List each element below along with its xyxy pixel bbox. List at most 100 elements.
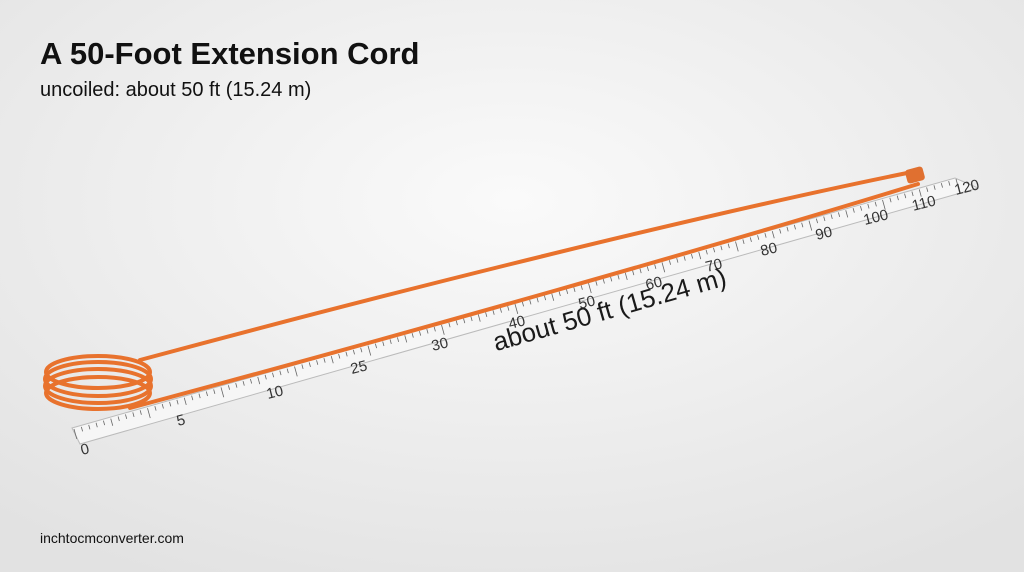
ruler-tick bbox=[374, 343, 377, 349]
ruler-tick bbox=[558, 291, 561, 297]
ruler-tick bbox=[764, 233, 767, 238]
ruler-tick bbox=[205, 391, 208, 397]
ruler-tick bbox=[830, 214, 833, 220]
ruler-tick bbox=[169, 401, 172, 407]
ruler-tick bbox=[661, 262, 666, 273]
ruler-tick bbox=[882, 199, 886, 210]
ruler-tick bbox=[779, 228, 782, 234]
ruler-tick bbox=[433, 326, 436, 332]
ruler-tick bbox=[838, 212, 841, 217]
ruler-tick bbox=[110, 418, 114, 426]
ruler-tick bbox=[713, 247, 716, 253]
ruler-tick bbox=[161, 403, 164, 409]
ruler-tick bbox=[867, 203, 870, 209]
ruler-tick bbox=[382, 341, 385, 347]
ruler-tick bbox=[580, 285, 583, 290]
ruler-tick bbox=[301, 364, 304, 370]
ruler-tick bbox=[389, 339, 392, 345]
ruler-tick bbox=[242, 380, 245, 386]
ruler-tick bbox=[183, 397, 187, 406]
ruler-tick bbox=[485, 312, 488, 317]
ruler-tick bbox=[896, 195, 899, 201]
ruler-tick bbox=[455, 320, 458, 326]
ruler-tick bbox=[676, 258, 679, 263]
ruler-tick bbox=[250, 378, 253, 384]
ruler-tick bbox=[316, 360, 319, 365]
ruler-tick bbox=[933, 185, 936, 190]
ruler-tick bbox=[573, 287, 576, 292]
extension-cord bbox=[43, 170, 920, 411]
ruler-tick bbox=[176, 399, 179, 405]
ruler-tick bbox=[595, 280, 598, 286]
ruler-tick bbox=[80, 426, 83, 432]
ruler-tick bbox=[860, 205, 863, 211]
ruler-tick bbox=[823, 216, 826, 222]
ruler-tick bbox=[646, 266, 649, 272]
ruler-tick bbox=[529, 299, 532, 305]
ruler-label: 25 bbox=[349, 357, 369, 378]
ruler-tick bbox=[308, 362, 311, 367]
ruler-tick bbox=[668, 260, 671, 265]
ruler-tick bbox=[904, 193, 907, 199]
ruler-tick bbox=[419, 330, 422, 336]
ruler-label: 60 bbox=[644, 273, 664, 294]
ruler-tick bbox=[727, 243, 730, 249]
ruler-tick bbox=[617, 274, 620, 280]
ruler-tick bbox=[132, 412, 135, 417]
ruler-tick bbox=[73, 428, 78, 440]
ruler-tick bbox=[815, 218, 818, 224]
ruler-label: 30 bbox=[430, 334, 450, 355]
ruler-tick bbox=[683, 255, 686, 261]
ruler-labels: 0 5 10 25 30 40 50 60 70 80 90 100 110 120 bbox=[79, 176, 981, 459]
ruler-tick bbox=[227, 385, 230, 390]
ruler-tick bbox=[492, 310, 495, 315]
ruler-tick bbox=[470, 316, 473, 322]
ruler-tick bbox=[220, 387, 225, 398]
ruler-tick bbox=[213, 389, 216, 395]
ruler-tick bbox=[507, 305, 510, 311]
ruler-label: 120 bbox=[953, 176, 981, 199]
ruler-tick bbox=[926, 187, 929, 192]
ruler-tick bbox=[360, 347, 363, 353]
ruler-tick bbox=[955, 178, 960, 190]
ruler-tick bbox=[610, 276, 613, 282]
ruler-tick bbox=[294, 366, 298, 377]
ruler-tick bbox=[139, 410, 142, 415]
ruler-tick bbox=[639, 268, 642, 274]
ruler-tick bbox=[264, 374, 267, 380]
ruler-tick bbox=[845, 210, 849, 218]
ruler-tick bbox=[426, 328, 429, 334]
ruler-tick bbox=[352, 349, 355, 355]
plug bbox=[905, 166, 925, 184]
ruler-tick bbox=[117, 416, 120, 422]
ruler-label: 80 bbox=[759, 239, 779, 260]
ruler-tick bbox=[749, 237, 752, 242]
ruler-tick bbox=[330, 355, 334, 364]
ruler-tick bbox=[521, 301, 524, 307]
ruler-label: 50 bbox=[577, 292, 597, 313]
ruler-tick bbox=[874, 201, 877, 207]
ruler-tick bbox=[948, 180, 951, 186]
ruler-label: 100 bbox=[862, 206, 890, 229]
subtitle: uncoiled: about 50 ft (15.24 m) bbox=[40, 79, 311, 101]
ruler-tick bbox=[566, 289, 569, 295]
ruler-tick bbox=[602, 278, 605, 284]
ruler-tick bbox=[918, 189, 922, 197]
ruler-tick bbox=[735, 241, 739, 252]
ruler-tick bbox=[367, 345, 372, 356]
ruler-tick bbox=[257, 376, 261, 385]
ruler-tick bbox=[551, 293, 555, 301]
ruler-tick bbox=[632, 270, 635, 276]
ruler-label: 0 bbox=[79, 440, 91, 459]
ruler-label: 40 bbox=[507, 312, 527, 333]
ruler-tick bbox=[544, 295, 547, 301]
ruler-tick bbox=[103, 420, 106, 426]
ruler-tick bbox=[771, 230, 775, 239]
ruler-tick bbox=[338, 353, 341, 359]
ruler-tick bbox=[808, 220, 813, 231]
ruler-tick bbox=[235, 383, 238, 388]
ruler-label: 90 bbox=[814, 223, 834, 244]
ruler-tick bbox=[852, 208, 855, 213]
ruler-tick bbox=[691, 253, 694, 259]
